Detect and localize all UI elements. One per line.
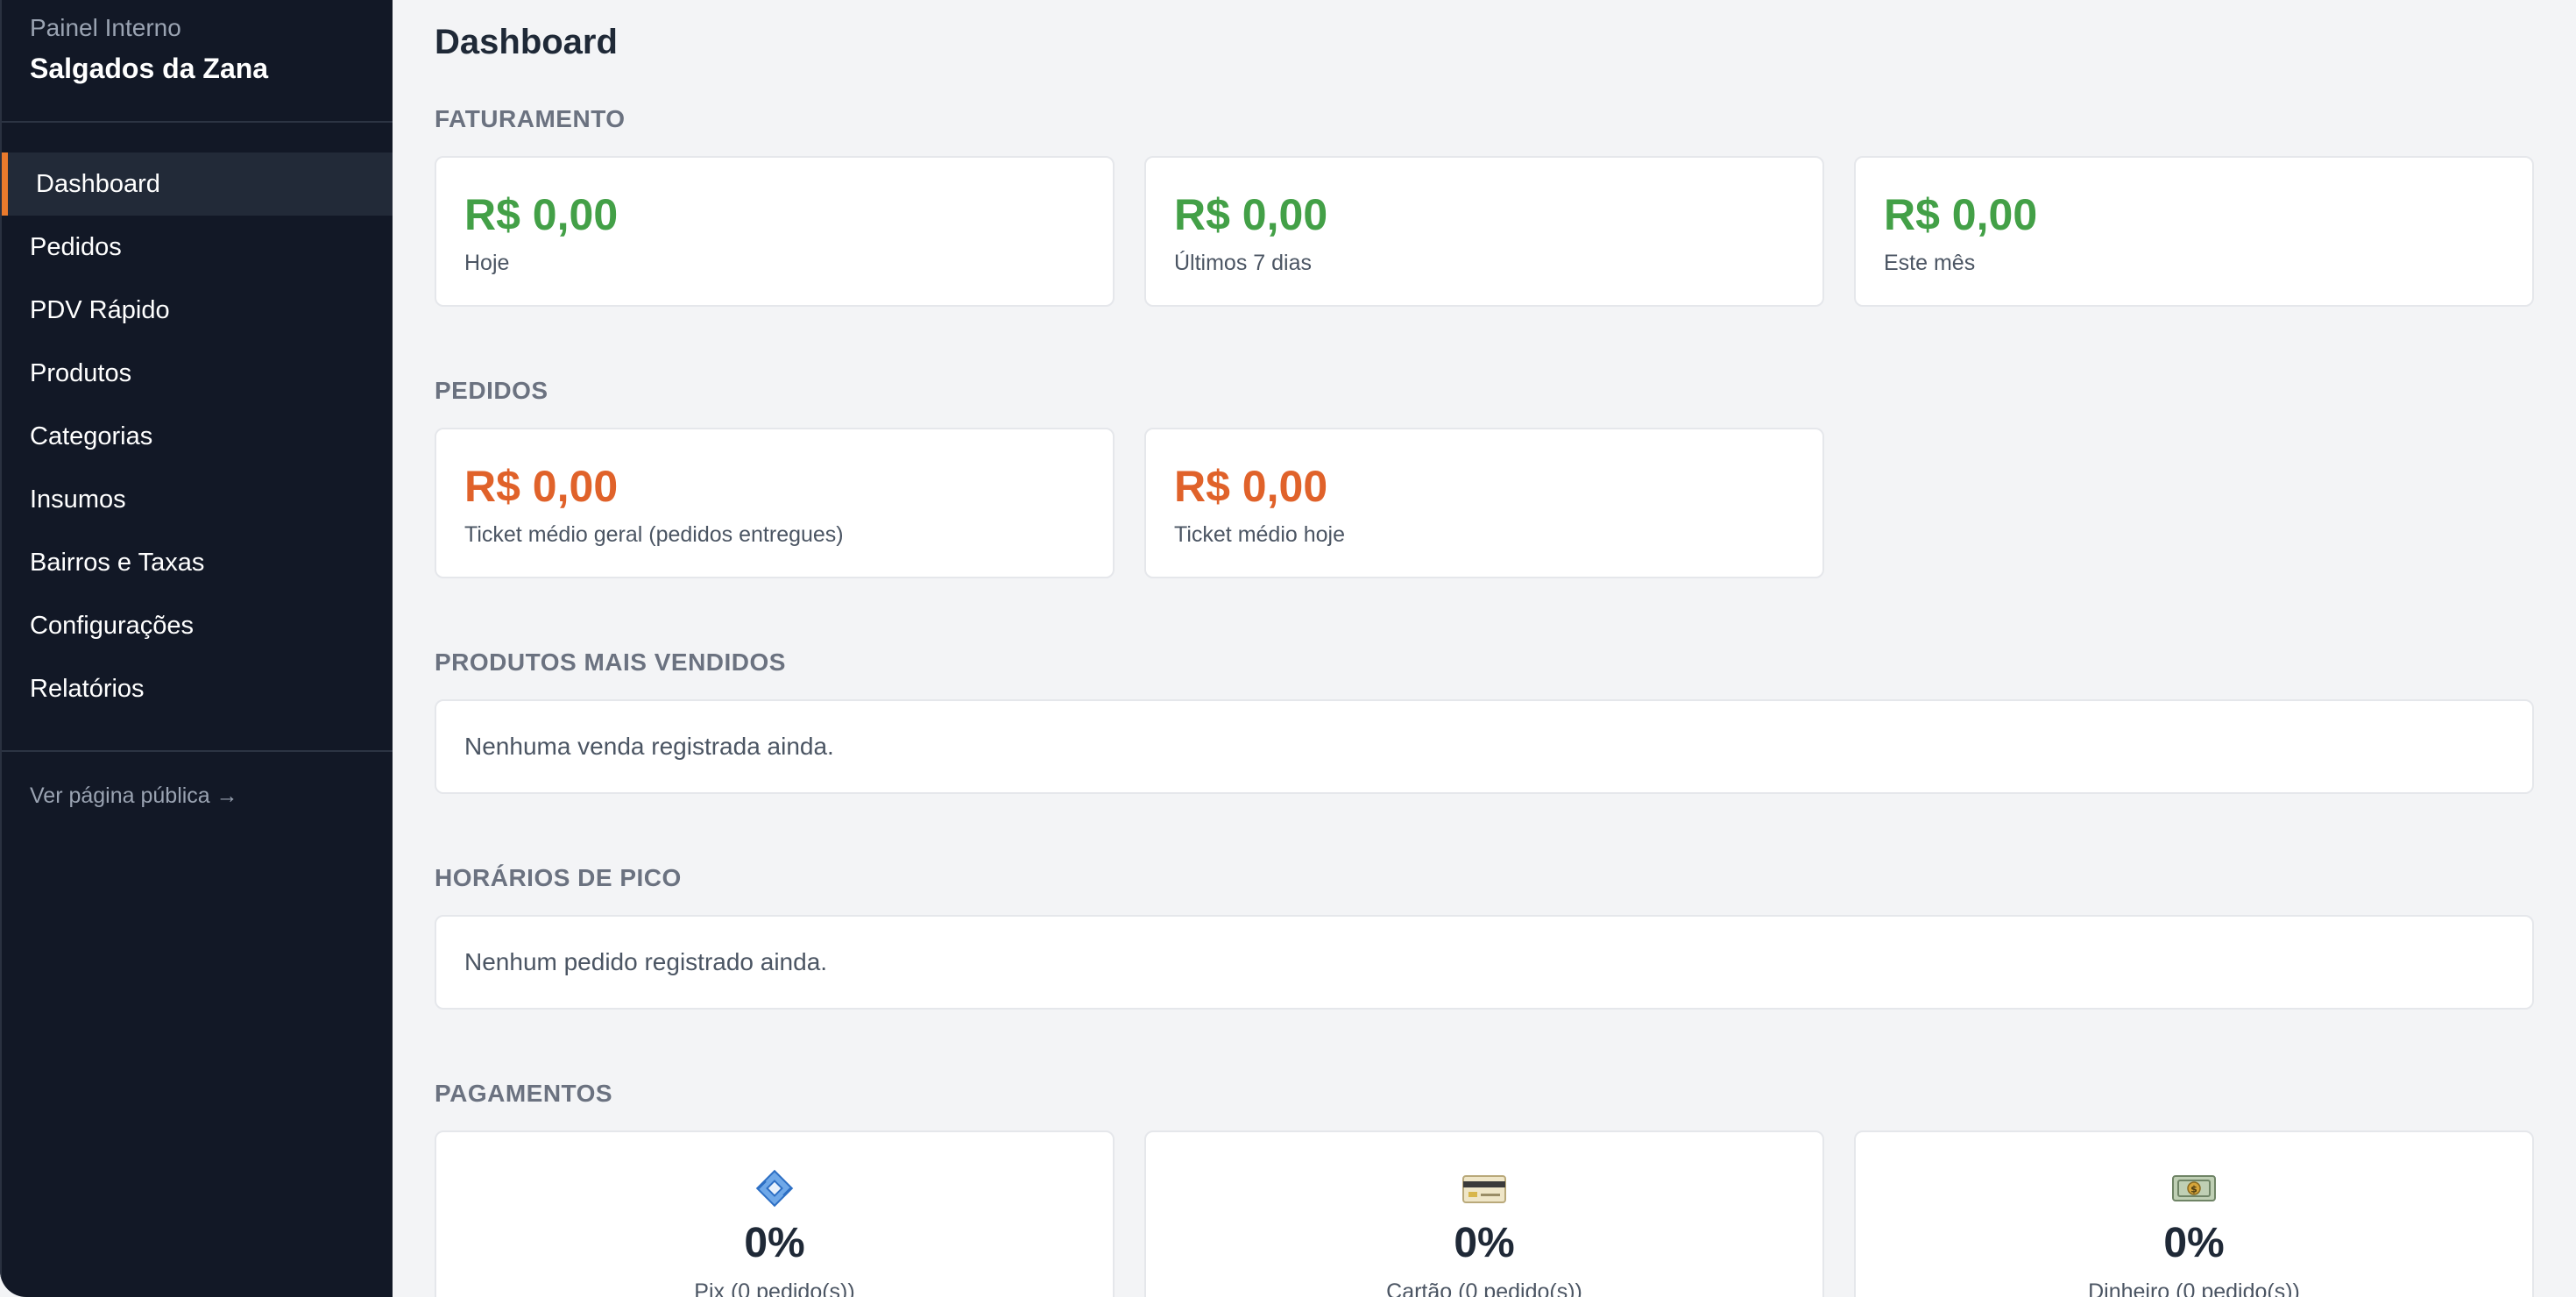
payment-percent: 0% bbox=[2163, 1220, 2225, 1266]
payment-cards: 0% Pix (0 pedido(s)) 0% Cartão (0 pedido… bbox=[435, 1130, 2534, 1297]
top-products-empty-panel: Nenhuma venda registrada ainda. bbox=[435, 699, 2534, 794]
revenue-card-7-days: R$ 0,00 Últimos 7 dias bbox=[1144, 156, 1824, 307]
page-title: Dashboard bbox=[435, 23, 618, 61]
sidebar-item-dashboard[interactable]: Dashboard bbox=[2, 152, 393, 216]
revenue-value: R$ 0,00 bbox=[464, 190, 619, 239]
sidebar-item-categorias[interactable]: Categorias bbox=[30, 422, 153, 450]
peak-hours-empty-panel: Nenhum pedido registrado ainda. bbox=[435, 915, 2534, 1010]
pix-icon bbox=[436, 1167, 1113, 1209]
section-title-payments: PAGAMENTOS bbox=[435, 1080, 613, 1107]
revenue-label: Hoje bbox=[464, 251, 510, 275]
sidebar-nav: Dashboard Pedidos PDV Rápido Produtos Ca… bbox=[2, 123, 393, 752]
credit-card-icon bbox=[1146, 1167, 1822, 1209]
revenue-label: Este mês bbox=[1884, 251, 1976, 275]
payment-card-dinheiro: $ 0% Dinheiro (0 pedido(s)) bbox=[1854, 1130, 2534, 1297]
panel-subtitle: Painel Interno bbox=[30, 14, 181, 41]
payment-card-pix: 0% Pix (0 pedido(s)) bbox=[435, 1130, 1115, 1297]
ticket-label: Ticket médio geral (pedidos entregues) bbox=[464, 522, 844, 547]
main-content: Dashboard FATURAMENTO R$ 0,00 Hoje R$ 0,… bbox=[393, 0, 2576, 1297]
revenue-card-today: R$ 0,00 Hoje bbox=[435, 156, 1115, 307]
section-title-faturamento: FATURAMENTO bbox=[435, 105, 626, 132]
revenue-value: R$ 0,00 bbox=[1884, 190, 2038, 239]
section-title-pedidos: PEDIDOS bbox=[435, 377, 548, 404]
ticket-card-general: R$ 0,00 Ticket médio geral (pedidos entr… bbox=[435, 428, 1115, 578]
sidebar-item-bairros-taxas[interactable]: Bairros e Taxas bbox=[30, 548, 205, 577]
cash-icon: $ bbox=[1856, 1167, 2532, 1209]
svg-text:$: $ bbox=[2190, 1184, 2197, 1195]
ticket-value: R$ 0,00 bbox=[464, 462, 619, 511]
ticket-label: Ticket médio hoje bbox=[1174, 522, 1345, 547]
revenue-value: R$ 0,00 bbox=[1174, 190, 1328, 239]
section-title-peak-hours: HORÁRIOS DE PICO bbox=[435, 864, 682, 891]
ticket-cards: R$ 0,00 Ticket médio geral (pedidos entr… bbox=[435, 428, 2534, 578]
ticket-value: R$ 0,00 bbox=[1174, 462, 1328, 511]
sidebar: Painel Interno Salgados da Zana Dashboar… bbox=[0, 0, 393, 1297]
sidebar-item-configuracoes[interactable]: Configurações bbox=[30, 611, 194, 640]
sidebar-item-insumos[interactable]: Insumos bbox=[30, 485, 126, 514]
payment-label: Pix (0 pedido(s)) bbox=[694, 1279, 855, 1297]
section-title-top-products: PRODUTOS MAIS VENDIDOS bbox=[435, 648, 786, 676]
payment-percent: 0% bbox=[744, 1220, 805, 1266]
brand-name: Salgados da Zana bbox=[30, 53, 269, 84]
payment-percent: 0% bbox=[1454, 1220, 1515, 1266]
sidebar-item-relatorios[interactable]: Relatórios bbox=[30, 674, 145, 703]
payment-card-cartao: 0% Cartão (0 pedido(s)) bbox=[1144, 1130, 1824, 1297]
payment-label: Cartão (0 pedido(s)) bbox=[1386, 1279, 1582, 1297]
ticket-card-today: R$ 0,00 Ticket médio hoje bbox=[1144, 428, 1824, 578]
public-page-link[interactable]: Ver página pública → bbox=[30, 783, 238, 808]
payment-label: Dinheiro (0 pedido(s)) bbox=[2088, 1279, 2300, 1297]
revenue-cards: R$ 0,00 Hoje R$ 0,00 Últimos 7 dias R$ 0… bbox=[435, 156, 2534, 307]
sidebar-item-produtos[interactable]: Produtos bbox=[30, 358, 132, 387]
revenue-card-month: R$ 0,00 Este mês bbox=[1854, 156, 2534, 307]
sidebar-brand: Painel Interno Salgados da Zana bbox=[2, 0, 393, 123]
revenue-label: Últimos 7 dias bbox=[1174, 251, 1312, 275]
sidebar-item-pedidos[interactable]: Pedidos bbox=[30, 232, 122, 261]
sidebar-item-pdv-rapido[interactable]: PDV Rápido bbox=[30, 295, 170, 324]
